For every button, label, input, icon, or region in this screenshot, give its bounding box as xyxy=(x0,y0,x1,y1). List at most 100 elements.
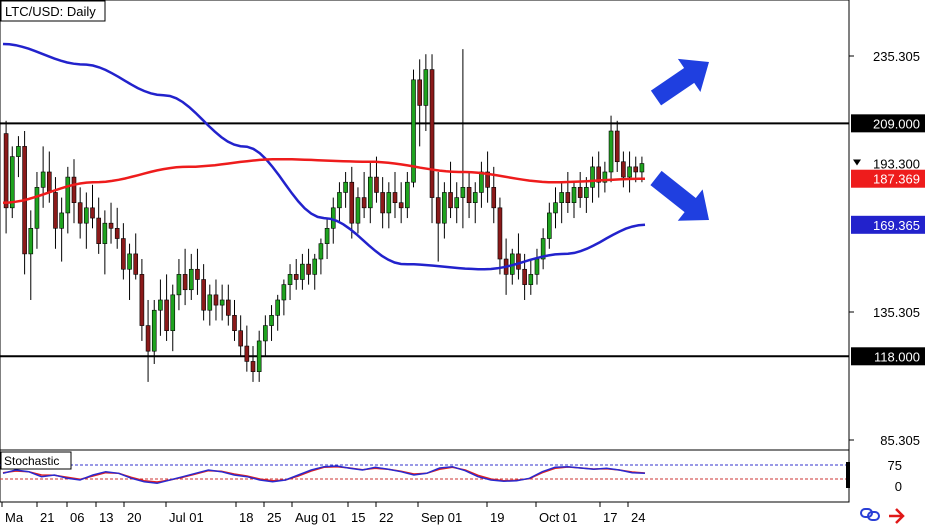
current-price-tag-text: 193.300 xyxy=(873,157,920,172)
candle-body xyxy=(337,192,342,209)
candle-body xyxy=(559,192,564,204)
x-tick-label: 17 xyxy=(603,510,617,525)
ma-blue-tag-bg xyxy=(851,215,925,234)
candle-body xyxy=(151,309,157,352)
candle-body xyxy=(188,268,194,291)
candle-body xyxy=(213,294,219,306)
candle-body xyxy=(380,192,385,214)
y-tick-label: 135.305 xyxy=(873,305,920,320)
level-209-tag-text: 209.000 xyxy=(873,116,920,131)
x-tick-label: Aug 01 xyxy=(295,510,336,525)
candle-body xyxy=(263,325,268,342)
candle-body xyxy=(398,202,404,209)
candle-body xyxy=(454,197,460,209)
y-tick-label: 85.305 xyxy=(880,433,920,448)
candle-body xyxy=(553,202,558,214)
y-axis: 235.305 135.305 85.305 209.000 118.000 193.30… xyxy=(849,49,925,448)
candle-body xyxy=(90,207,95,219)
x-tick-label: 24 xyxy=(631,510,645,525)
candle-body xyxy=(448,192,453,209)
candle-body xyxy=(9,156,15,209)
ma-red-line xyxy=(2,157,646,204)
ma-red-tag-text: 187.369 xyxy=(873,172,920,187)
candle-body xyxy=(300,263,305,280)
expand-arrow-icon[interactable] xyxy=(889,508,905,524)
candle-body xyxy=(40,171,46,188)
candle-body xyxy=(479,171,484,193)
candle-body xyxy=(547,212,552,239)
link-icon[interactable] xyxy=(860,508,880,521)
arrow-down xyxy=(650,170,709,221)
candle-body xyxy=(170,294,176,332)
candle-body xyxy=(102,222,108,244)
candle-body xyxy=(256,340,262,372)
level-118-tag-text: 118.000 xyxy=(874,349,920,364)
candle-body xyxy=(28,228,34,255)
candle-body xyxy=(528,274,534,285)
candle-body xyxy=(361,197,367,209)
candle-body xyxy=(3,133,9,209)
candle-body xyxy=(590,166,595,188)
stoch-label-0: 0 xyxy=(895,479,902,494)
x-tick-label: Oct 01 xyxy=(539,510,577,525)
candle-body xyxy=(46,171,52,193)
candle-body xyxy=(627,166,632,178)
candle-body xyxy=(417,79,422,106)
candle-body xyxy=(485,171,490,188)
title-box xyxy=(0,0,106,22)
candle-body xyxy=(516,253,521,270)
arrow-up xyxy=(650,58,709,106)
candle-body xyxy=(405,181,410,209)
current-price-tag: 193.300 xyxy=(851,154,925,173)
x-tick-label: 25 xyxy=(267,510,281,525)
level-118-tag-bg xyxy=(851,347,925,366)
candle-body xyxy=(250,361,256,372)
candle-body xyxy=(534,258,540,275)
main-pane-frame xyxy=(0,0,850,451)
candle-body xyxy=(219,299,225,306)
candle-body xyxy=(293,274,299,280)
ma-blue-tag: 169.365 xyxy=(851,215,925,234)
x-tick-label: 19 xyxy=(490,510,504,525)
candle-body xyxy=(201,279,206,311)
candle-body xyxy=(96,217,101,244)
stochastic-pane-frame xyxy=(0,449,850,503)
candle-body xyxy=(232,315,237,332)
candle-body xyxy=(435,197,441,224)
level-209-tag-bg xyxy=(851,114,925,133)
candle-body xyxy=(442,192,447,224)
ma-blue-line xyxy=(2,42,646,271)
candle-body xyxy=(343,181,348,193)
candle-body xyxy=(133,253,139,275)
candle-body xyxy=(127,253,132,270)
candle-body xyxy=(226,299,231,316)
candle-body xyxy=(59,212,64,229)
x-axis: Ma 21 06 13 20 Jul 01 18 25 Aug 01 15 22 Sep 01 19 Oc… xyxy=(1,502,645,525)
candle-body xyxy=(158,299,163,311)
y-tick-label: 235.305 xyxy=(873,49,920,64)
candle-body xyxy=(392,192,398,204)
candle-body xyxy=(207,294,213,311)
x-tick-label: Jul 01 xyxy=(169,510,204,525)
candle-body xyxy=(386,192,392,214)
candle-body xyxy=(269,315,274,326)
stoch-k-line xyxy=(2,465,646,485)
candle-body xyxy=(540,238,546,260)
current-price-tag-bg xyxy=(851,154,925,173)
x-tick-label: Sep 01 xyxy=(421,510,462,525)
candle-body xyxy=(423,69,429,106)
x-tick-label: Ma xyxy=(5,510,24,525)
x-tick-label: 22 xyxy=(379,510,393,525)
candle-body xyxy=(121,238,126,270)
candle-body xyxy=(460,187,466,198)
candle-body xyxy=(602,171,608,183)
level-118-tag: 118.000 xyxy=(851,347,925,366)
x-tick-label: 06 xyxy=(70,510,84,525)
stoch-label-75: 75 xyxy=(888,458,902,473)
candle-body xyxy=(429,69,435,198)
indicator-name: Stochastic xyxy=(4,454,59,468)
candle-body xyxy=(182,274,188,291)
arrow-up-shape xyxy=(650,58,709,106)
candle-body xyxy=(411,79,416,183)
